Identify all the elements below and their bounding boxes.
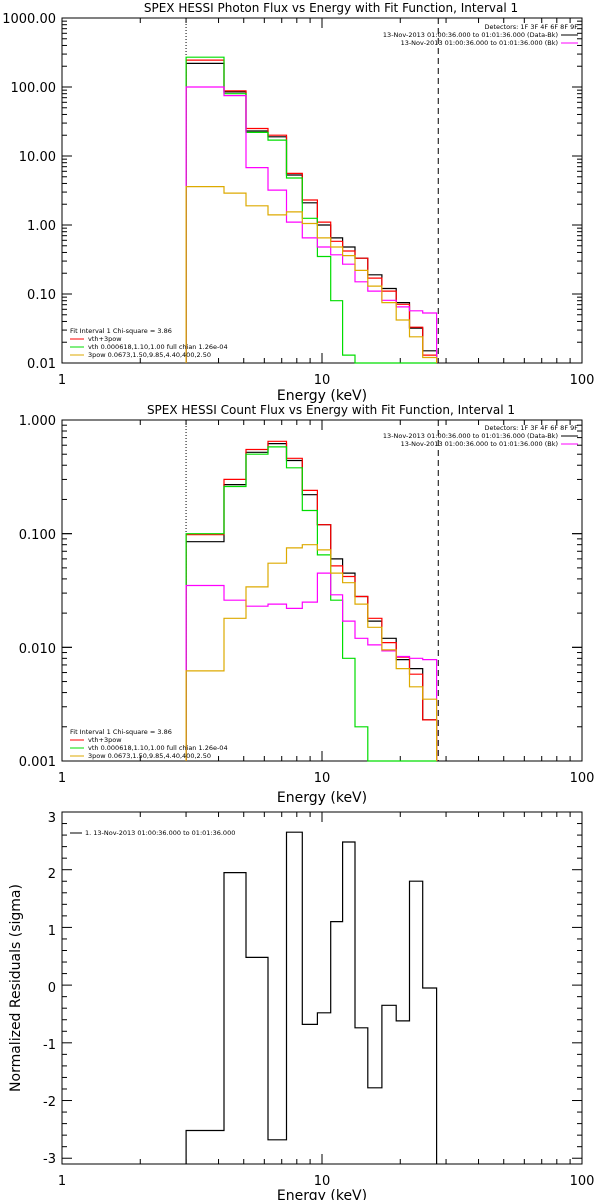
count-flux-panel: SPEX HESSI Count Flux vs Energy with Fit… [19,403,595,806]
photon-detectors-label: Detectors: 1F 3F 4F 6F 8F 9F [484,23,578,31]
photon-plot-frame [61,17,583,364]
photon-series-group [185,56,438,364]
residuals-plot-frame [61,811,583,1165]
residuals-series-group [185,831,438,1164]
count-series-group [185,440,438,762]
residuals-y-tick: -2 [43,1095,56,1110]
residuals-y-tick: 1 [48,924,56,939]
count-fit-summary: Fit Interval 1 Chi-square = 3.86 [70,728,172,736]
photon-y-tick: 0.10 [27,288,56,303]
photon-flux-panel: SPEX HESSI Photon Flux vs Energy with Fi… [2,1,594,404]
count-plot-frame [61,419,583,762]
photon-x-tick: 1 [58,373,66,388]
photon-y-tick: 1000.00 [2,12,56,27]
count-chart-title: SPEX HESSI Count Flux vs Energy with Fit… [147,403,515,417]
residuals-x-axis-label: Energy (keV) [277,1188,367,1200]
count-legend-3pow: 3pow 0.0673,1.50,9.85,4.40,400,2.50 [88,752,211,760]
photon-x-tick: 100 [570,373,595,388]
count-x-tick: 100 [570,771,595,786]
count-legend-data-bk: 13-Nov-2013 01:00:36.000 to 01:01:36.000… [383,432,558,440]
series-0-step-line [185,62,438,363]
series-0-step-line [185,831,438,1164]
count-y-tick: 0.100 [19,528,56,543]
photon-legend-bk: 13-Nov-2013 01:00:36.000 to 01:01:36.000… [401,39,558,47]
count-y-tick: 1.000 [19,414,56,429]
count-detectors-label: Detectors: 1F 3F 4F 6F 8F 9F [484,424,578,432]
photon-legend-3pow: 3pow 0.0673,1.50,9.85,4.40,400,2.50 [88,351,211,359]
count-legend-bk: 13-Nov-2013 01:00:36.000 to 01:01:36.000… [401,440,558,448]
series-0-step-line [185,443,438,761]
residuals-y-tick: -3 [43,1152,56,1167]
count-y-tick: 0.010 [19,642,56,657]
series-2-step-line [185,446,437,762]
count-y-tick: 0.001 [19,755,56,770]
residuals-panel: 1 10 100 Energy (keV) Normalized Residua… [8,811,594,1200]
photon-y-tick: 0.01 [27,357,56,372]
residuals-legend-label: 1. 13-Nov-2013 01:00:36.000 to 01:01:36.… [85,829,235,837]
photon-axis-ticks [61,17,583,364]
count-x-axis-label: Energy (keV) [277,790,367,806]
photon-x-tick: 10 [314,373,331,388]
count-legend-model: vth+3pow [88,736,122,744]
residuals-x-tick: 1 [58,1174,66,1189]
series-3-step-line [185,86,438,363]
series-4-step-line [185,186,438,363]
series-1-step-line [185,59,438,363]
residuals-y-tick: 3 [48,811,56,826]
count-axis-ticks [61,419,583,762]
count-x-tick: 1 [58,771,66,786]
residuals-x-tick: 100 [570,1174,595,1189]
count-legend-vth: vth 0.000618,1.10,1.00 full chian 1.26e-… [88,744,228,752]
count-x-tick: 10 [314,771,331,786]
series-4-step-line [185,544,438,761]
residuals-axis-ticks [61,811,583,1164]
photon-y-tick: 10.00 [19,150,56,165]
photon-y-tick: 1.00 [27,219,56,234]
photon-fit-summary: Fit Interval 1 Chi-square = 3.86 [70,327,172,335]
photon-chart-title: SPEX HESSI Photon Flux vs Energy with Fi… [144,1,518,15]
photon-y-tick: 100.00 [11,81,57,96]
series-3-step-line [185,572,438,761]
residuals-x-tick: 10 [314,1174,331,1189]
residuals-y-tick: 2 [48,867,56,882]
photon-x-axis-label: Energy (keV) [277,388,367,404]
residuals-y-axis-label: Normalized Residuals (sigma) [8,884,24,1092]
photon-legend-model: vth+3pow [88,335,122,343]
photon-legend-data-bk: 13-Nov-2013 01:00:36.000 to 01:01:36.000… [383,31,558,39]
series-2-step-line [185,56,437,364]
photon-legend-vth: vth 0.000618,1.10,1.00 full chian 1.26e-… [88,343,228,351]
residuals-y-tick: 0 [48,981,56,996]
residuals-y-tick: -1 [43,1038,56,1053]
